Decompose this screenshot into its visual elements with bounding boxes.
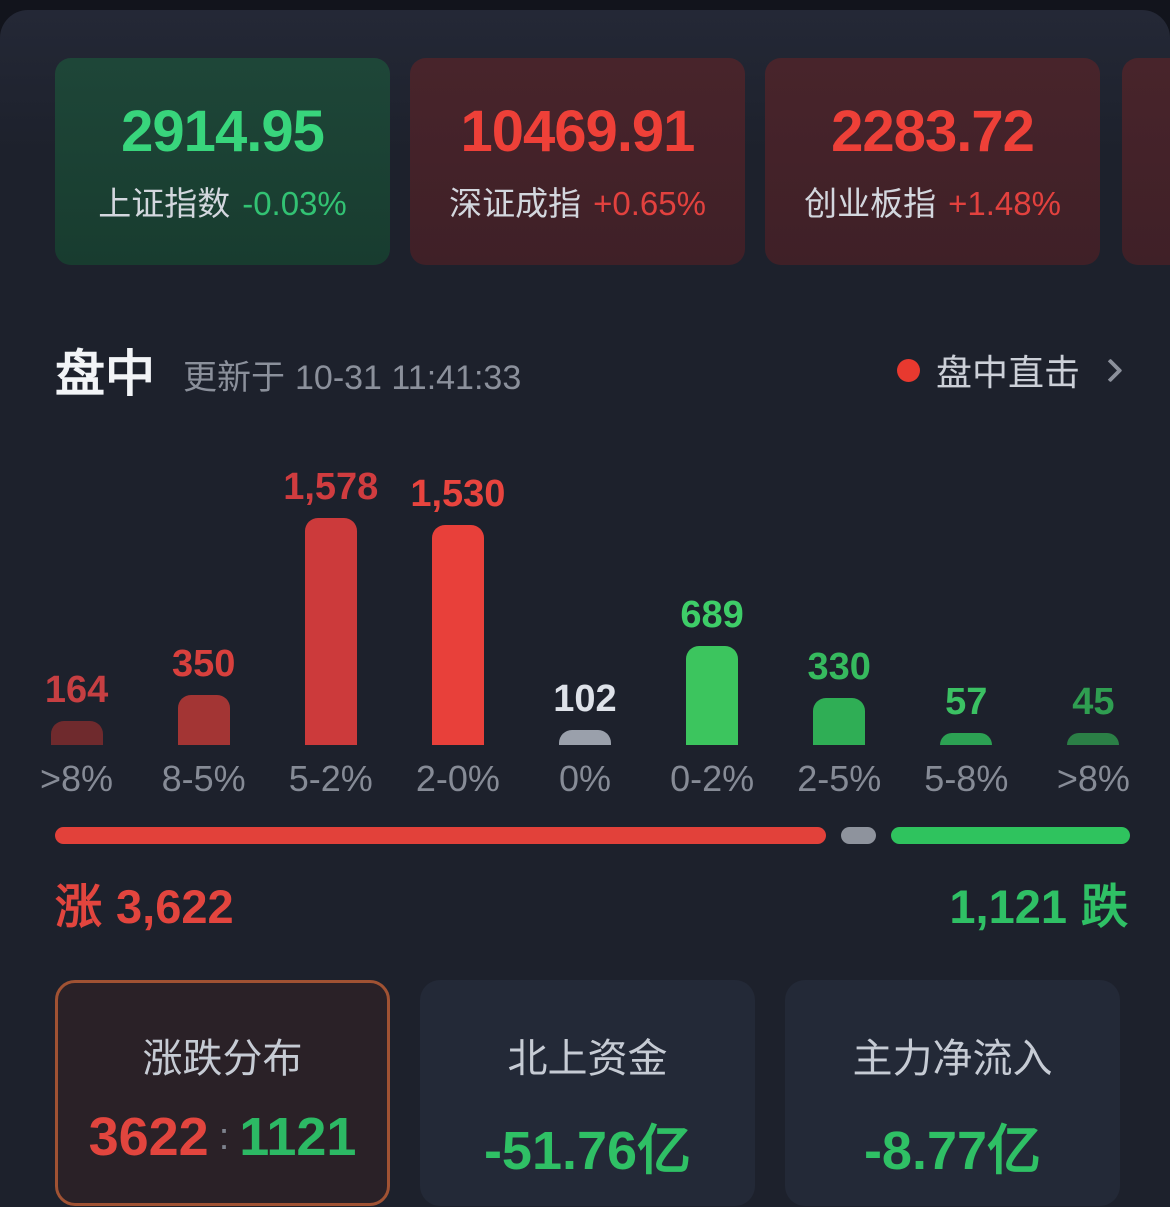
- axis-label: 5-2%: [288, 758, 373, 799]
- index-name: 创业板指: [804, 185, 937, 222]
- index-value: 10469.91: [460, 99, 696, 164]
- decliners-label: 跌: [1081, 880, 1128, 933]
- update-prefix: 更新于: [183, 358, 285, 397]
- index-card-partial[interactable]: [1122, 58, 1170, 265]
- summary-up-value: 3622: [88, 1107, 209, 1167]
- bar: [1067, 733, 1120, 745]
- bar: [304, 518, 357, 745]
- chart-column: 1,578 5-2%: [267, 466, 394, 800]
- index-name: 深证成指: [449, 185, 582, 222]
- bar-value-label: 330: [807, 646, 871, 688]
- advancers-count: 涨 3,622: [55, 868, 234, 937]
- summary-title: 北上资金: [507, 1037, 668, 1081]
- chart-column: 57 5-8%: [903, 681, 1030, 800]
- chart-column: 45 >8%: [1030, 681, 1157, 800]
- summary-value: 3622 : 1121: [89, 1106, 357, 1168]
- summary-value: -8.77亿: [863, 1121, 1042, 1181]
- bar: [813, 698, 866, 745]
- distribution-chart: 164 >8% 350 8-5% 1,578 5-2% 1,530 2-0% 1…: [13, 455, 1157, 800]
- axis-label: 5-8%: [924, 758, 1009, 799]
- bar-value-label: 102: [553, 678, 617, 720]
- bar-value-label: 164: [44, 669, 109, 711]
- advancers-segment: [55, 827, 826, 844]
- update-timestamp: 更新于 10-31 11:41:33: [183, 350, 531, 399]
- summary-value: -51.76亿: [483, 1121, 692, 1181]
- app-background: 2914.95 上证指数 -0.03% 10469.91 深证成指 +0.65% 2…: [0, 10, 1170, 1207]
- summary-title: 主力净流入: [852, 1037, 1053, 1081]
- bar-value-label: 57: [945, 681, 988, 723]
- chart-column: 330 2-5%: [776, 646, 903, 800]
- summary-title: 涨跌分布: [142, 1037, 303, 1081]
- index-value: 2283.72: [831, 99, 1035, 164]
- bar-value-label: 1,578: [283, 466, 379, 508]
- decliners-value: 1,121: [949, 880, 1067, 933]
- chart-column: 1,530 2-0%: [394, 473, 521, 800]
- axis-label: 2-5%: [797, 758, 882, 799]
- decliners-segment: [891, 827, 1130, 844]
- intraday-section-header: 盘中 更新于 10-31 11:41:33 盘中直击: [55, 334, 1125, 406]
- index-value: 2914.95: [121, 99, 325, 164]
- chart-column: 689 0-2%: [649, 594, 776, 800]
- bar: [558, 730, 611, 745]
- unchanged-segment: [841, 827, 876, 844]
- index-card-chinext[interactable]: 2283.72 创业板指 +1.48%: [765, 58, 1100, 265]
- colon-separator: :: [218, 1115, 230, 1158]
- axis-label: >8%: [1056, 758, 1130, 799]
- live-dot-icon: [896, 358, 920, 382]
- bar-value-label: 45: [1072, 681, 1115, 723]
- index-change: +0.65%: [593, 185, 706, 222]
- index-card-shenzhen[interactable]: 10469.91 深证成指 +0.65%: [410, 58, 745, 265]
- advance-decline-bar: [55, 827, 1130, 844]
- bar: [50, 721, 103, 745]
- bar: [177, 695, 230, 745]
- chart-column: 164 >8%: [13, 669, 140, 800]
- decliners-count: 1,121 跌: [949, 868, 1128, 937]
- index-card-shanghai[interactable]: 2914.95 上证指数 -0.03%: [55, 58, 390, 265]
- index-change: -0.03%: [242, 185, 347, 222]
- axis-label: >8%: [40, 758, 114, 799]
- advancers-value: 3,622: [116, 880, 234, 933]
- chart-column: 350 8-5%: [140, 643, 267, 800]
- tab-main-net-inflow[interactable]: 主力净流入 -8.77亿: [785, 980, 1120, 1206]
- axis-label: 8-5%: [161, 758, 246, 799]
- axis-label: 0-2%: [670, 758, 755, 799]
- bar-value-label: 350: [171, 643, 236, 685]
- live-link-label: 盘中直击: [935, 352, 1080, 393]
- advancers-label: 涨: [55, 880, 102, 933]
- axis-label: 0%: [558, 758, 611, 799]
- live-link[interactable]: 盘中直击: [896, 344, 1125, 396]
- bar: [940, 733, 993, 745]
- bar-value-label: 1,530: [410, 473, 506, 515]
- tab-northbound-funds[interactable]: 北上资金 -51.76亿: [420, 980, 755, 1206]
- chart-column: 102 0%: [521, 678, 648, 800]
- section-title: 盘中: [55, 346, 155, 402]
- summary-down-value: 1121: [239, 1107, 357, 1167]
- axis-label: 2-0%: [415, 758, 500, 799]
- index-name: 上证指数: [98, 185, 231, 222]
- bar: [431, 525, 484, 745]
- index-change: +1.48%: [948, 185, 1061, 222]
- bar: [686, 646, 739, 745]
- tab-distribution[interactable]: 涨跌分布 3622 : 1121: [55, 980, 390, 1206]
- chevron-right-icon: [1098, 357, 1123, 383]
- update-time: 10-31 11:41:33: [295, 358, 522, 397]
- bar-value-label: 689: [680, 594, 744, 636]
